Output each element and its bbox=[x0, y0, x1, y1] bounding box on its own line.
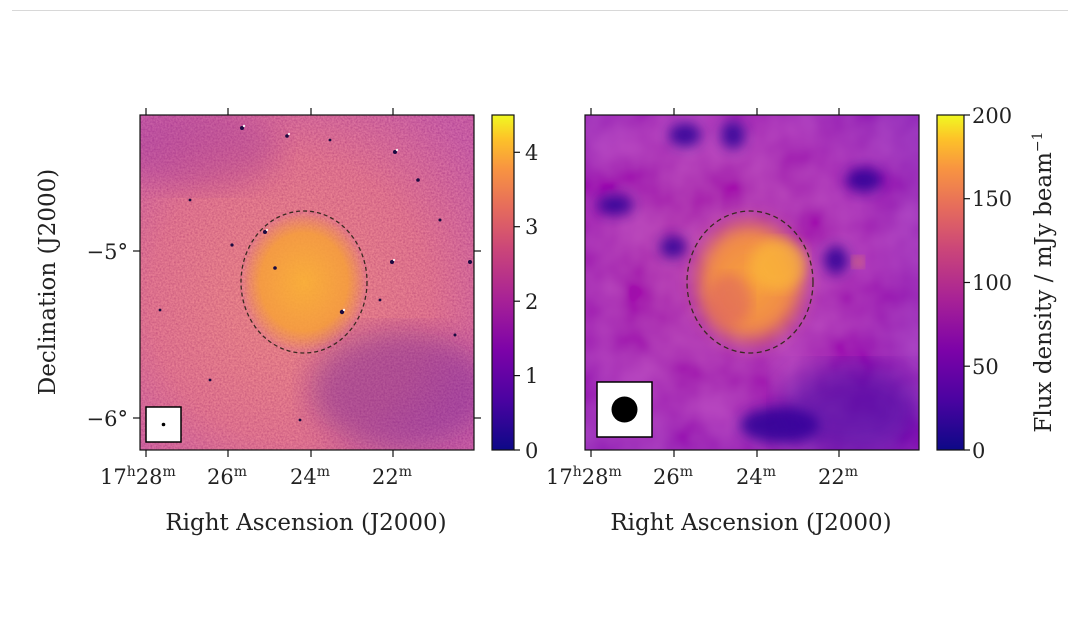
right-cbar-tick-3: 150 bbox=[972, 187, 1012, 211]
left-xtick-1: 26m bbox=[207, 464, 247, 489]
right-map-frame bbox=[584, 114, 920, 451]
left-map-image bbox=[140, 115, 474, 450]
left-cbar-tick-4: 4 bbox=[525, 141, 538, 165]
left-y-axis-label: Declination (J2000) bbox=[35, 169, 61, 395]
left-x-axis-label: Right Ascension (J2000) bbox=[165, 510, 446, 536]
left-ytick-1: −6° bbox=[87, 407, 128, 431]
left-cbar-tick-3: 3 bbox=[525, 215, 538, 239]
source-ellipse bbox=[240, 210, 368, 354]
right-map-panel: 17h28m 26m 24m 22m Right Ascension (J200… bbox=[546, 108, 920, 536]
right-cbar-tick-2: 100 bbox=[972, 271, 1012, 295]
left-map-frame bbox=[139, 114, 475, 451]
left-ytick-0: −5° bbox=[87, 240, 128, 264]
right-cbar-tick-1: 50 bbox=[972, 355, 999, 379]
right-xtick-3: 22m bbox=[818, 464, 858, 489]
beam-inset bbox=[145, 406, 182, 443]
beam-dot-right bbox=[611, 396, 638, 423]
right-cbar-tick-0: 0 bbox=[972, 439, 985, 463]
beam-dot bbox=[161, 422, 166, 427]
right-xtick-0: 17h28m bbox=[546, 464, 622, 489]
right-colorbar: 0 50 100 150 200 Flux density / mJy beam… bbox=[936, 104, 1057, 463]
right-x-axis-label: Right Ascension (J2000) bbox=[610, 510, 891, 536]
right-xtick-1: 26m bbox=[653, 464, 693, 489]
left-map-panel: 17h28m 26m 24m 22m −5° −6° Right Ascensi… bbox=[35, 108, 481, 536]
left-xtick-0: 17h28m bbox=[100, 464, 176, 489]
right-x-ticks bbox=[590, 108, 840, 457]
right-cbar-tick-4: 200 bbox=[972, 104, 1012, 128]
left-cbar-tick-1: 1 bbox=[525, 364, 538, 388]
left-cbar-tick-0: 0 bbox=[525, 439, 538, 463]
left-xtick-2: 24m bbox=[290, 464, 330, 489]
right-colorbar-label: Flux density / mJy beam−1 bbox=[1030, 131, 1057, 432]
right-map-image bbox=[585, 115, 919, 450]
left-x-ticks bbox=[133, 108, 481, 457]
left-colorbar: 0 1 2 3 4 bbox=[491, 114, 538, 463]
source-ellipse-right bbox=[686, 210, 814, 354]
right-xtick-2: 24m bbox=[736, 464, 776, 489]
left-xtick-3: 22m bbox=[372, 464, 412, 489]
top-divider bbox=[12, 10, 1068, 11]
beam-inset-right bbox=[596, 381, 653, 438]
left-cbar-tick-2: 2 bbox=[525, 290, 538, 314]
